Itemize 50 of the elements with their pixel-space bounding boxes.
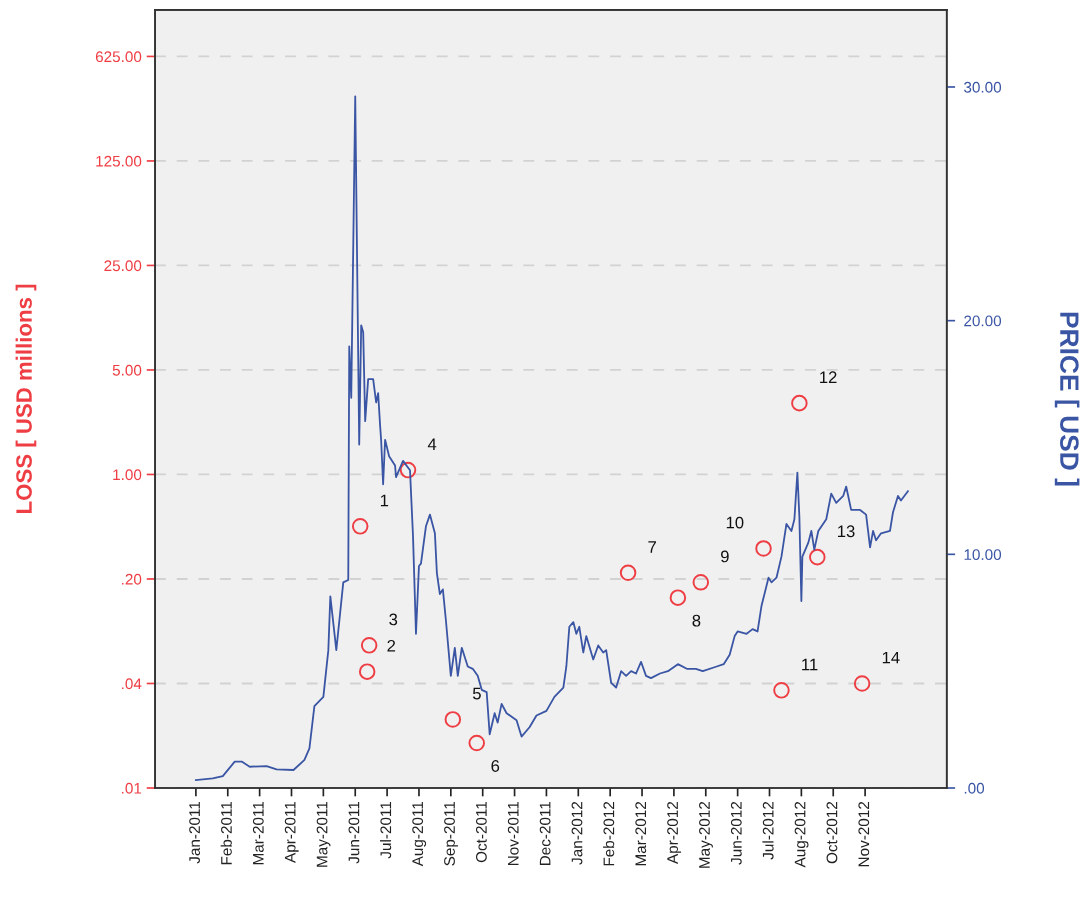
annotation: 1 xyxy=(380,494,389,507)
x-tick-label: Feb-2012 xyxy=(603,801,615,866)
annotation: 11 xyxy=(802,658,818,671)
x-tick-label: Sep-2011 xyxy=(444,801,458,866)
x-tick-label: Oct-2011 xyxy=(475,801,487,863)
y2-axis-title: PRICE [ USD ] xyxy=(1054,312,1080,486)
y-axis-title: LOSS [ USD millions ] xyxy=(15,284,37,513)
x-tick-label: Jul-2012 xyxy=(762,801,774,860)
annotation: 6 xyxy=(491,760,500,772)
y-tick-label: 25.00 xyxy=(104,260,142,272)
x-tick-label: Jan-2012 xyxy=(571,801,583,865)
annotation: 12 xyxy=(820,371,837,383)
x-tick-label: Aug-2011 xyxy=(412,801,427,867)
y2-tick-label: .00 xyxy=(964,782,985,794)
y2-tick-label: 30.00 xyxy=(964,81,1002,93)
x-tick-label: May-2011 xyxy=(316,801,331,867)
y2-tick-label: 10.00 xyxy=(964,549,1002,561)
annotation: 14 xyxy=(882,651,900,664)
annotation: 10 xyxy=(726,516,744,529)
y2-tick-label: 20.00 xyxy=(964,315,1002,327)
x-tick-label: Apr-2011 xyxy=(284,801,299,863)
annotation: 5 xyxy=(472,687,481,700)
annotation: 3 xyxy=(389,613,398,626)
annotation: 2 xyxy=(387,639,396,652)
x-tick-label: Jun-2011 xyxy=(348,801,360,864)
x-tick-label: Jul-2011 xyxy=(379,801,392,859)
x-tick-label: Nov-2012 xyxy=(858,801,870,867)
x-tick-label: Apr-2012 xyxy=(667,801,682,864)
y-tick-label: 5.00 xyxy=(112,364,142,376)
x-tick-label: Jun-2012 xyxy=(730,801,742,865)
y-tick-label: .01 xyxy=(122,782,142,794)
annotation: 4 xyxy=(427,438,437,450)
annotation: 8 xyxy=(692,614,701,627)
annotation: 9 xyxy=(721,550,729,563)
x-tick-label: Mar-2012 xyxy=(635,801,647,866)
annotation: 13 xyxy=(838,525,855,538)
x-tick-label: Oct-2012 xyxy=(826,801,838,864)
annotation: 7 xyxy=(648,541,656,553)
x-tick-label: Dec-2011 xyxy=(539,801,551,866)
x-tick-label: May-2012 xyxy=(699,801,713,868)
x-tick-label: Nov-2011 xyxy=(507,801,519,866)
y-tick-label: 625.00 xyxy=(95,51,142,63)
x-tick-label: Feb-2011 xyxy=(220,801,232,865)
x-tick-label: Aug-2012 xyxy=(794,801,809,868)
y-tick-label: 125.00 xyxy=(96,155,142,167)
x-tick-label: Jan-2011 xyxy=(189,801,200,864)
y-tick-label: .20 xyxy=(122,573,142,585)
x-tick-label: Mar-2011 xyxy=(252,801,264,865)
y-tick-label: .04 xyxy=(122,678,142,690)
y-tick-label: 1.00 xyxy=(113,469,142,481)
